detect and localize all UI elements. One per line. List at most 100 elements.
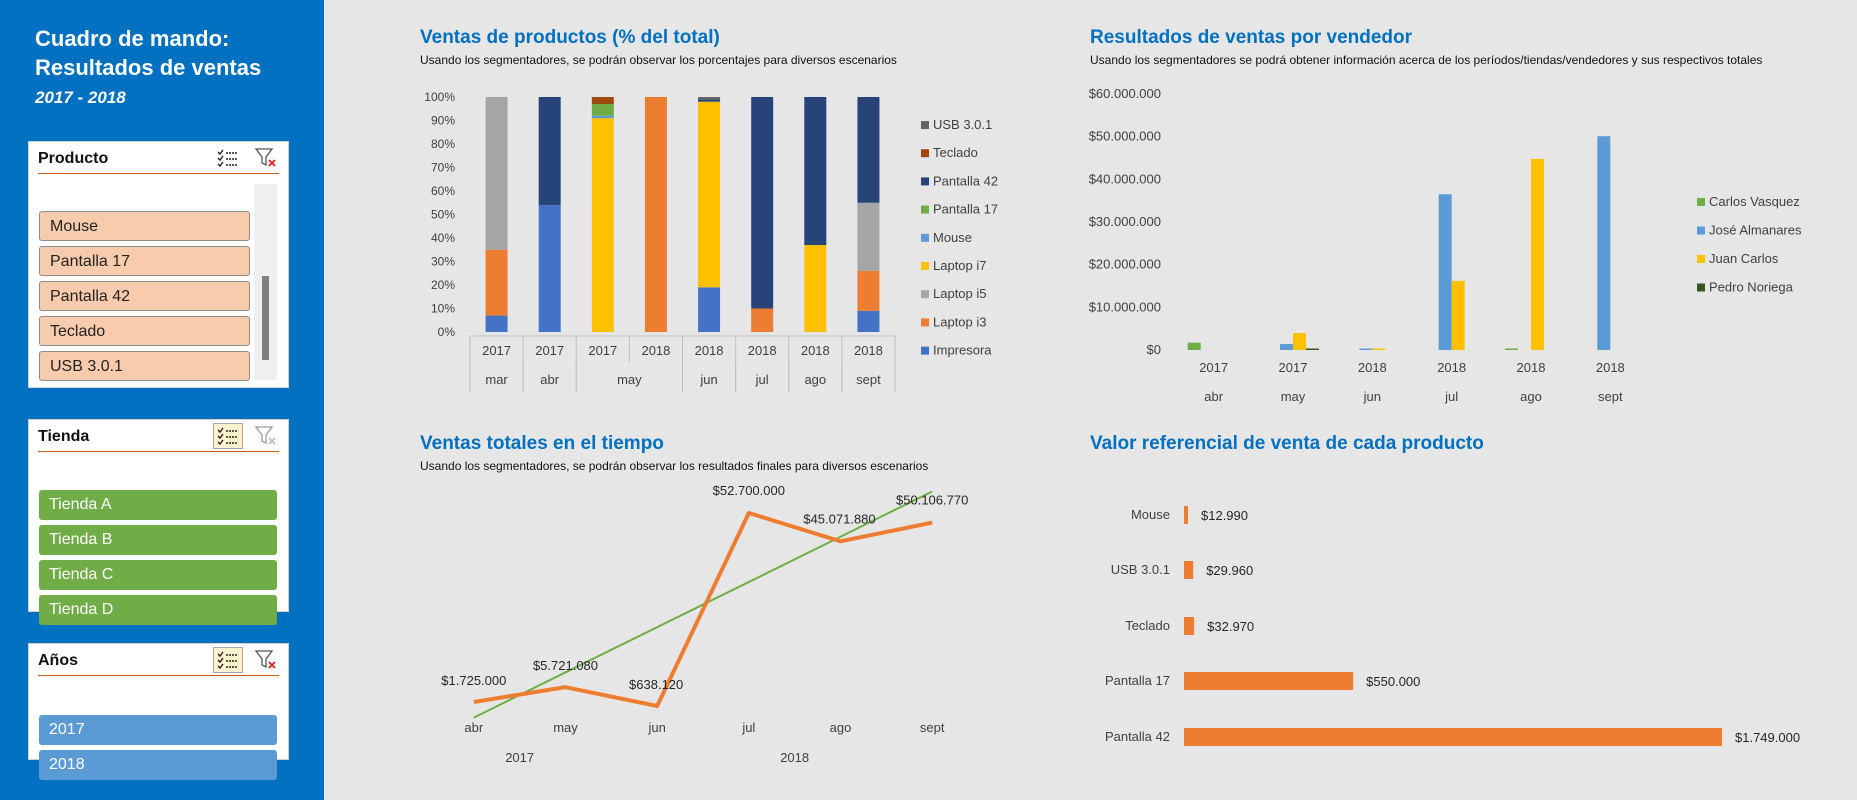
data-label: $638.120 <box>629 677 683 692</box>
multi-select-icon[interactable] <box>213 145 243 171</box>
trendline <box>473 490 933 719</box>
bar <box>1184 672 1354 690</box>
x-tick-year: 2018 <box>1596 360 1625 375</box>
x-tick-month: ago <box>830 720 852 735</box>
bar-segment <box>751 97 774 309</box>
data-label: $1.725.000 <box>441 673 506 688</box>
bar-segment <box>804 245 827 332</box>
slicer-header: Producto <box>38 142 279 174</box>
slicer-item-mouse[interactable]: Mouse <box>39 211 250 241</box>
slicer-item-pantalla-42[interactable]: Pantalla 42 <box>39 281 250 311</box>
slicer-item-tienda-a[interactable]: Tienda A <box>39 490 277 520</box>
bar <box>1597 136 1611 350</box>
x-tick-month: jun <box>699 372 717 387</box>
slicer-item-usb[interactable]: USB 3.0.1 <box>39 351 250 381</box>
slicer-item-2017[interactable]: 2017 <box>39 715 277 745</box>
slicer-header: Años <box>38 644 279 676</box>
bar <box>1505 348 1518 350</box>
y-tick-label: $0 <box>1147 342 1161 357</box>
data-label: $50.106.770 <box>896 493 968 508</box>
bar <box>1280 344 1293 350</box>
x-tick-month: may <box>617 372 642 387</box>
slicer-item-tienda-d[interactable]: Tienda D <box>39 595 277 625</box>
legend-label: Teclado <box>933 145 978 160</box>
clear-filter-icon[interactable] <box>253 423 279 449</box>
legend-swatch <box>1697 198 1705 206</box>
y-tick-label: 90% <box>431 114 455 128</box>
legend-swatch <box>921 205 929 214</box>
legend-swatch <box>921 177 929 186</box>
bar <box>1293 332 1306 350</box>
legend-label: Pantalla 42 <box>933 173 998 188</box>
chart2-title: Resultados de ventas por vendedor <box>1090 27 1413 48</box>
x-tick-year: 2017 <box>535 343 564 358</box>
y-tick-label: 0% <box>438 325 456 339</box>
bar <box>1184 728 1722 746</box>
y-tick-label: 100% <box>424 90 455 104</box>
x-tick-month: abr <box>464 720 483 735</box>
slicer-item-tienda-c[interactable]: Tienda C <box>39 560 277 590</box>
category-label: Pantalla 17 <box>1105 673 1170 688</box>
legend-swatch <box>1697 226 1705 235</box>
bar-segment <box>591 118 614 333</box>
chart3-title: Ventas totales en el tiempo <box>420 433 664 454</box>
bar-segment <box>485 315 508 332</box>
bar-segment <box>751 308 774 332</box>
slicer-item-2018[interactable]: 2018 <box>39 750 277 780</box>
clear-filter-icon[interactable] <box>253 145 279 171</box>
slicer-scrollbar[interactable] <box>254 184 277 380</box>
data-label: $32.970 <box>1207 619 1254 634</box>
slicer-item-pantalla-17[interactable]: Pantalla 17 <box>39 246 250 276</box>
x-tick-year: 2017 <box>1199 360 1228 375</box>
x-tick-month: mar <box>485 372 508 387</box>
x-tick-year: 2018 <box>748 343 777 358</box>
y-tick-label: 30% <box>431 255 455 269</box>
category-label: Pantalla 42 <box>1105 729 1170 744</box>
x-tick-month: sept <box>856 372 881 387</box>
x-tick-month: abr <box>1204 389 1223 404</box>
bar-segment <box>591 115 614 119</box>
bar-segment <box>857 202 880 271</box>
x-tick-month: sept <box>1598 389 1623 404</box>
bar-segment <box>804 97 827 246</box>
y-tick-label: $60.000.000 <box>1089 86 1161 101</box>
x-tick-year: 2017 <box>505 750 534 765</box>
bar-segment <box>644 97 667 332</box>
bar <box>1531 158 1544 350</box>
x-tick-year: 2017 <box>482 343 511 358</box>
legend-label: Pantalla 17 <box>933 202 998 217</box>
legend-label: Impresora <box>933 343 992 358</box>
bar-segment <box>485 249 508 316</box>
bar <box>1438 194 1452 350</box>
category-label: Teclado <box>1125 618 1170 633</box>
scrollbar-thumb[interactable] <box>262 276 269 360</box>
data-label: $550.000 <box>1366 674 1420 689</box>
legend-swatch <box>1697 283 1705 292</box>
slicer-item-tienda-b[interactable]: Tienda B <box>39 525 277 555</box>
y-tick-label: $30.000.000 <box>1089 214 1161 229</box>
chart4-title: Valor referencial de venta de cada produ… <box>1090 433 1484 454</box>
bar-segment <box>538 97 561 206</box>
x-tick-year: 2018 <box>1517 360 1546 375</box>
legend-label: Mouse <box>933 230 972 245</box>
data-label: $1.749.000 <box>1735 730 1800 745</box>
data-label: $5.721.080 <box>533 658 598 673</box>
data-label: $12.990 <box>1201 508 1248 523</box>
bar <box>1184 617 1195 635</box>
y-tick-label: $40.000.000 <box>1089 171 1161 186</box>
chart1-title: Ventas de productos (% del total) <box>420 27 720 48</box>
bar-segment <box>857 310 880 332</box>
x-tick-month: jul <box>1444 389 1458 404</box>
legend-swatch <box>921 121 929 129</box>
bar-segment <box>698 101 721 288</box>
bar-segment <box>857 97 880 203</box>
x-tick-year: 2018 <box>1437 360 1466 375</box>
slicer-item-teclado[interactable]: Teclado <box>39 316 250 346</box>
chart3-subtitle: Usando los segmentadores, se podrán obse… <box>420 459 929 473</box>
legend-label: José Almanares <box>1709 223 1802 238</box>
x-tick-month: ago <box>1520 389 1542 404</box>
slicer-header: Tienda <box>38 420 279 452</box>
multi-select-icon[interactable] <box>213 423 243 449</box>
clear-filter-icon[interactable] <box>253 647 279 673</box>
multi-select-icon[interactable] <box>213 647 243 673</box>
